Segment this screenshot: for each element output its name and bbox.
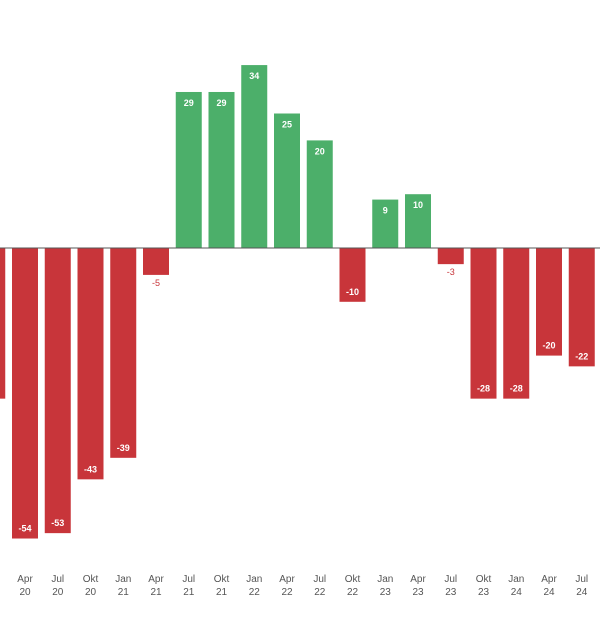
bar-value-label: -10	[346, 287, 359, 297]
x-tick-label-year: 23	[445, 587, 457, 598]
x-tick-label-year: 22	[249, 587, 261, 598]
x-tick-label-month: Okt	[83, 574, 99, 585]
x-tick-label-year: 20	[85, 587, 97, 598]
x-tick-label-month: Jul	[182, 574, 195, 585]
bar-value-label: -43	[84, 464, 97, 474]
bar	[536, 248, 562, 356]
bar	[77, 248, 104, 480]
x-tick-label-month: Apr	[17, 574, 33, 585]
bar-value-label: -5	[152, 278, 160, 288]
bar-value-label: -28	[510, 384, 523, 394]
bar-value-label: 9	[383, 206, 388, 216]
bar-value-label: 20	[315, 146, 325, 156]
x-tick-label-month: Jul	[51, 574, 64, 585]
x-tick-label-year: 21	[118, 587, 130, 598]
x-tick-label-year: 24	[576, 587, 588, 598]
bar-value-label: 10	[413, 200, 423, 210]
bar-value-label: -53	[51, 518, 64, 528]
x-tick-label-month: Apr	[541, 574, 557, 585]
value-labels-group: -54 -53 -43 -39 -5 29 29 34 25 20 -10 9 10 -3 -28 -28 -2…	[18, 71, 588, 533]
bar-value-label: 29	[184, 98, 194, 108]
x-tick-label-year: 23	[412, 587, 424, 598]
bar-value-label: 25	[282, 120, 292, 130]
bar	[306, 140, 333, 248]
x-tick-label-year: 20	[19, 587, 31, 598]
bar	[12, 248, 38, 539]
bar	[0, 248, 6, 399]
x-tick-label-year: 21	[216, 587, 228, 598]
x-tick-label-month: Jul	[444, 574, 457, 585]
x-tick-label-year: 24	[543, 587, 555, 598]
x-tick-label-month: Okt	[214, 574, 230, 585]
bar	[470, 248, 497, 399]
bar-value-label: -3	[447, 267, 455, 277]
bar	[241, 65, 268, 248]
bar	[437, 248, 464, 265]
bar-value-label: 34	[249, 71, 259, 81]
bar	[372, 199, 399, 248]
x-tick-label-month: Jan	[377, 574, 393, 585]
x-tick-label-year: 21	[150, 587, 162, 598]
x-tick-label-month: Apr	[148, 574, 164, 585]
x-tick-label-year: 23	[478, 587, 490, 598]
x-tick-label-year: 23	[380, 587, 392, 598]
x-tick-label-month: Jan	[508, 574, 524, 585]
bar	[568, 248, 595, 367]
bar	[274, 113, 300, 248]
x-tick-label-month: Jul	[313, 574, 326, 585]
bar-value-label: -20	[542, 341, 555, 351]
bar-value-label: -28	[477, 384, 490, 394]
x-tick-label-month: Okt	[476, 574, 492, 585]
bar-value-label: -22	[575, 351, 588, 361]
bar-value-label: 29	[216, 98, 226, 108]
x-tick-label-month: Jan	[115, 574, 131, 585]
bars-group	[0, 65, 595, 539]
bar-value-label: -54	[18, 524, 31, 534]
x-tick-label-year: 24	[511, 587, 523, 598]
x-tick-label-month: Apr	[410, 574, 426, 585]
bar	[175, 91, 202, 248]
x-tick-label-month: Okt	[345, 574, 361, 585]
bar	[110, 248, 137, 458]
bar	[208, 91, 235, 248]
bar	[339, 248, 366, 302]
bar	[405, 194, 431, 248]
x-tick-labels-group: Apr 20 Jul 20 Okt 20 Jan 21 Apr 21 Jul 21 Okt 21 Jan 22…	[17, 574, 588, 598]
x-tick-label-year: 22	[281, 587, 293, 598]
x-tick-label-year: 22	[347, 587, 359, 598]
x-tick-label-month: Jul	[575, 574, 588, 585]
x-tick-label-year: 20	[52, 587, 64, 598]
x-tick-label-year: 22	[314, 587, 326, 598]
x-tick-label-month: Jan	[246, 574, 262, 585]
bar	[44, 248, 71, 534]
bar	[503, 248, 530, 399]
x-tick-label-year: 21	[183, 587, 195, 598]
bar-value-label: -39	[117, 443, 130, 453]
bar	[143, 248, 169, 275]
x-tick-label-month: Apr	[279, 574, 295, 585]
